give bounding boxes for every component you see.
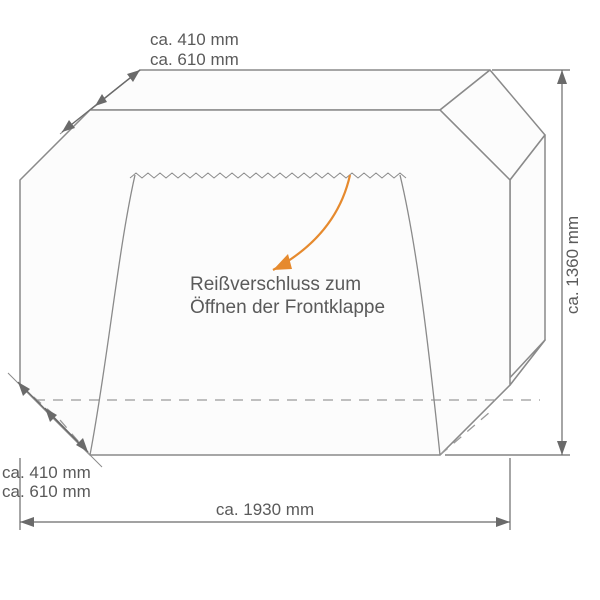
dim-top-outer-label: ca. 610 mm <box>150 50 239 69</box>
dim-width: ca. 1930 mm <box>20 458 510 530</box>
callout-line1: Reißverschluss zum <box>190 274 361 295</box>
dim-bottom-outer-label: ca. 610 mm <box>2 482 91 501</box>
dim-height-label: ca. 1360 mm <box>563 216 582 314</box>
dimension-diagram: Reißverschluss zum Öffnen der Frontklapp… <box>0 0 600 600</box>
dim-top-inner-label: ca. 410 mm <box>150 30 239 49</box>
dim-bottom-inner-label: ca. 410 mm <box>2 463 91 482</box>
callout-line2: Öffnen der Frontklappe <box>190 297 385 318</box>
dim-width-label: ca. 1930 mm <box>216 500 314 519</box>
